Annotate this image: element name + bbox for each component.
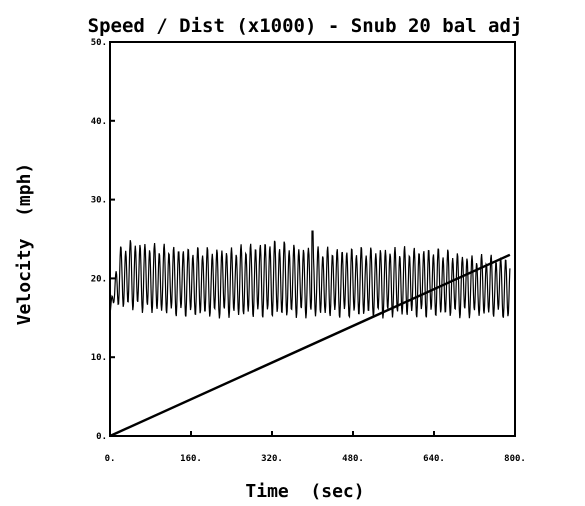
distance-line — [109, 253, 511, 438]
plot-frame — [109, 41, 516, 437]
y-tick-label: 20. — [91, 274, 107, 284]
y-tick-label: 30. — [91, 196, 107, 206]
y-tick-label: 40. — [91, 117, 107, 127]
plot-area — [109, 230, 511, 438]
y-axis-label: Velocity (mph) — [14, 163, 35, 326]
chart-title: Speed / Dist (x1000) - Snub 20 bal adj — [88, 15, 523, 37]
x-tick-label: 0. — [105, 454, 116, 464]
x-tick-label: 320. — [261, 454, 283, 464]
y-tick-label: 0. — [96, 432, 107, 442]
y-tick-label: 10. — [91, 353, 107, 363]
x-axis-label: Time (sec) — [245, 481, 364, 502]
x-tick-label: 160. — [180, 454, 202, 464]
speed-line — [109, 230, 511, 319]
y-tick-label: 50. — [91, 38, 107, 48]
x-tick-label: 800. — [504, 454, 526, 464]
x-tick-label: 480. — [342, 454, 364, 464]
y-axis: 0. 10. 20. 30. 40. 50. — [91, 38, 115, 442]
x-tick-label: 640. — [423, 454, 445, 464]
x-axis: 0. 160. 320. 480. 640. 800. — [105, 431, 526, 464]
